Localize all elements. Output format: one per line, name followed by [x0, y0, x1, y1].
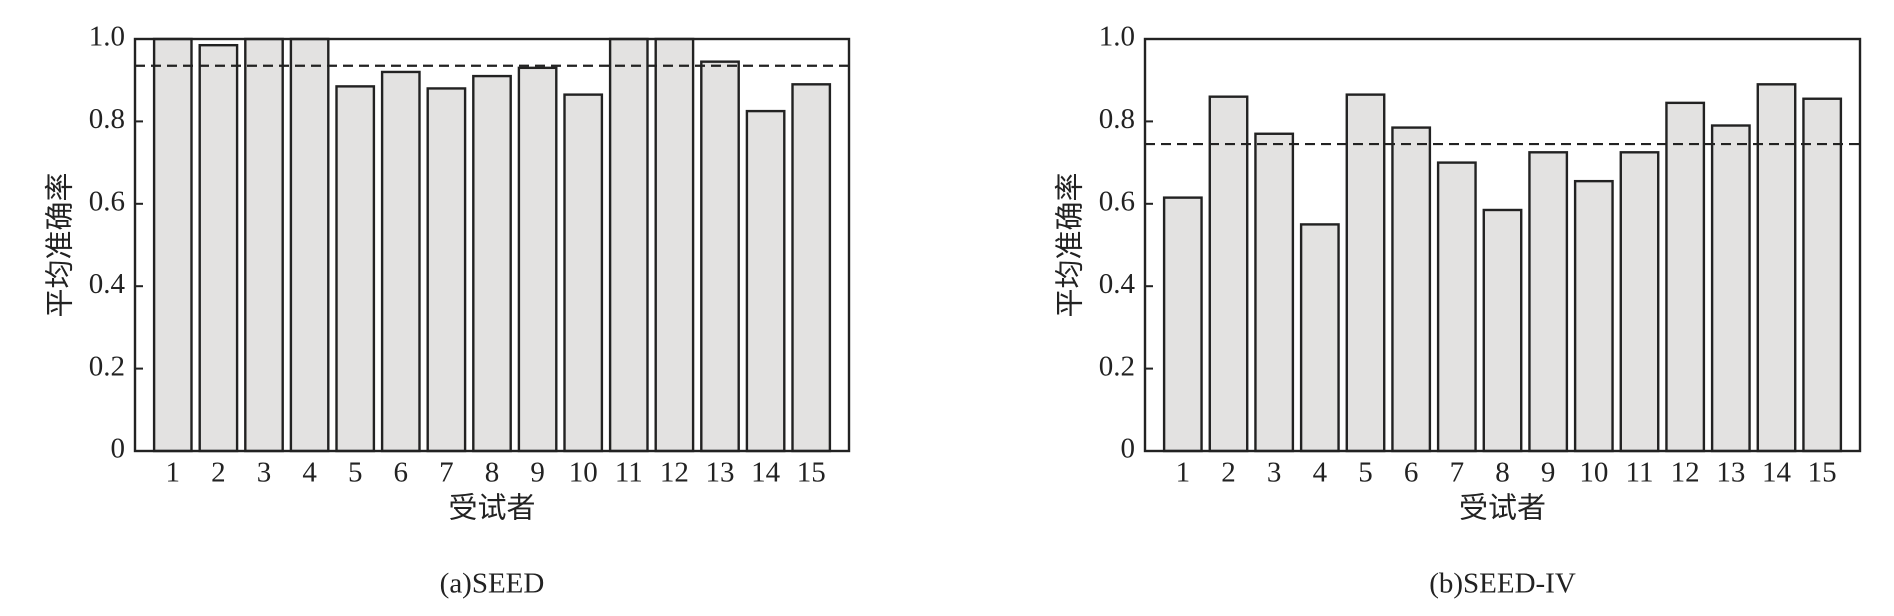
x-tick-label: 12 [1671, 457, 1700, 489]
y-tick-label: 1.0 [1099, 21, 1135, 53]
x-tick-label: 12 [660, 457, 689, 489]
y-tick-label: 0.8 [1099, 103, 1135, 135]
x-tick-label: 7 [439, 457, 454, 489]
x-tick-label: 5 [1358, 457, 1373, 489]
bar [1254, 132, 1295, 453]
y-tick-label: 1.0 [89, 21, 125, 53]
bar [1710, 124, 1751, 453]
bar [472, 74, 512, 453]
bar [380, 70, 421, 453]
bar [745, 109, 786, 453]
x-tick-label: 1 [1176, 457, 1191, 489]
x-tick-label: 11 [1626, 457, 1654, 489]
x-axis-label: 受试者 [448, 492, 535, 525]
bar [1573, 179, 1614, 453]
x-tick-label: 7 [1450, 457, 1465, 489]
bar [608, 37, 649, 453]
x-tick-label: 15 [1808, 457, 1837, 489]
axes-frame [1143, 37, 1862, 453]
y-tick-label: 0.4 [89, 268, 126, 300]
bar [1436, 161, 1477, 453]
x-tick-label: 14 [751, 457, 781, 489]
y-tick-label: 0.6 [1099, 185, 1135, 217]
x-tick-label: 9 [530, 457, 545, 489]
x-tick-label: 6 [1404, 457, 1419, 489]
x-tick-label: 8 [485, 457, 500, 489]
y-tick-label: 0.2 [1099, 350, 1135, 382]
y-tick-label: 0.8 [89, 103, 125, 135]
bar [1665, 101, 1706, 453]
x-tick-label: 10 [1579, 457, 1608, 489]
x-tick-label: 8 [1495, 457, 1510, 489]
bar [1482, 208, 1523, 453]
bar [517, 66, 558, 453]
x-tick-label: 1 [166, 457, 181, 489]
bar [700, 60, 740, 453]
x-tick-label: 11 [615, 457, 643, 489]
x-tick-label: 13 [706, 457, 735, 489]
bar [335, 85, 376, 453]
caption: (b)SEED-IV [1429, 568, 1576, 600]
bar [152, 37, 193, 453]
bar [1391, 126, 1432, 453]
bar [1162, 196, 1203, 453]
y-tick-label: 0.4 [1099, 268, 1136, 300]
x-axis-label: 受试者 [1459, 492, 1546, 525]
x-tick-label: 9 [1541, 457, 1556, 489]
bar [1528, 151, 1569, 453]
x-tick-label: 3 [1267, 457, 1282, 489]
x-tick-label: 5 [348, 457, 363, 489]
bar [654, 37, 695, 453]
bar [1208, 95, 1249, 453]
x-tick-label: 13 [1716, 457, 1745, 489]
y-axis-label: 平均准确率 [1054, 172, 1087, 317]
bar [244, 37, 284, 453]
bar [1802, 97, 1843, 453]
y-tick-label: 0 [111, 433, 126, 465]
bar [289, 37, 330, 453]
x-tick-label: 3 [257, 457, 272, 489]
caption: (a)SEED [440, 568, 545, 600]
x-tick-label: 15 [797, 457, 826, 489]
bar [1299, 223, 1340, 453]
x-tick-label: 6 [394, 457, 409, 489]
bar [563, 93, 604, 453]
x-tick-label: 2 [1221, 457, 1236, 489]
bar [1619, 151, 1660, 453]
y-tick-label: 0.2 [89, 350, 125, 382]
bar [198, 43, 239, 453]
axes-frame [133, 37, 851, 453]
x-tick-label: 2 [211, 457, 226, 489]
bar [1756, 83, 1797, 453]
y-tick-label: 0 [1121, 433, 1136, 465]
x-tick-label: 10 [569, 457, 598, 489]
x-tick-label: 4 [302, 457, 317, 489]
x-tick-label: 14 [1762, 457, 1792, 489]
y-tick-label: 0.6 [89, 185, 125, 217]
bar [791, 83, 832, 453]
bar [1345, 93, 1386, 453]
x-tick-label: 4 [1313, 457, 1328, 489]
y-axis-label: 平均准确率 [44, 172, 77, 317]
bar [426, 87, 467, 453]
